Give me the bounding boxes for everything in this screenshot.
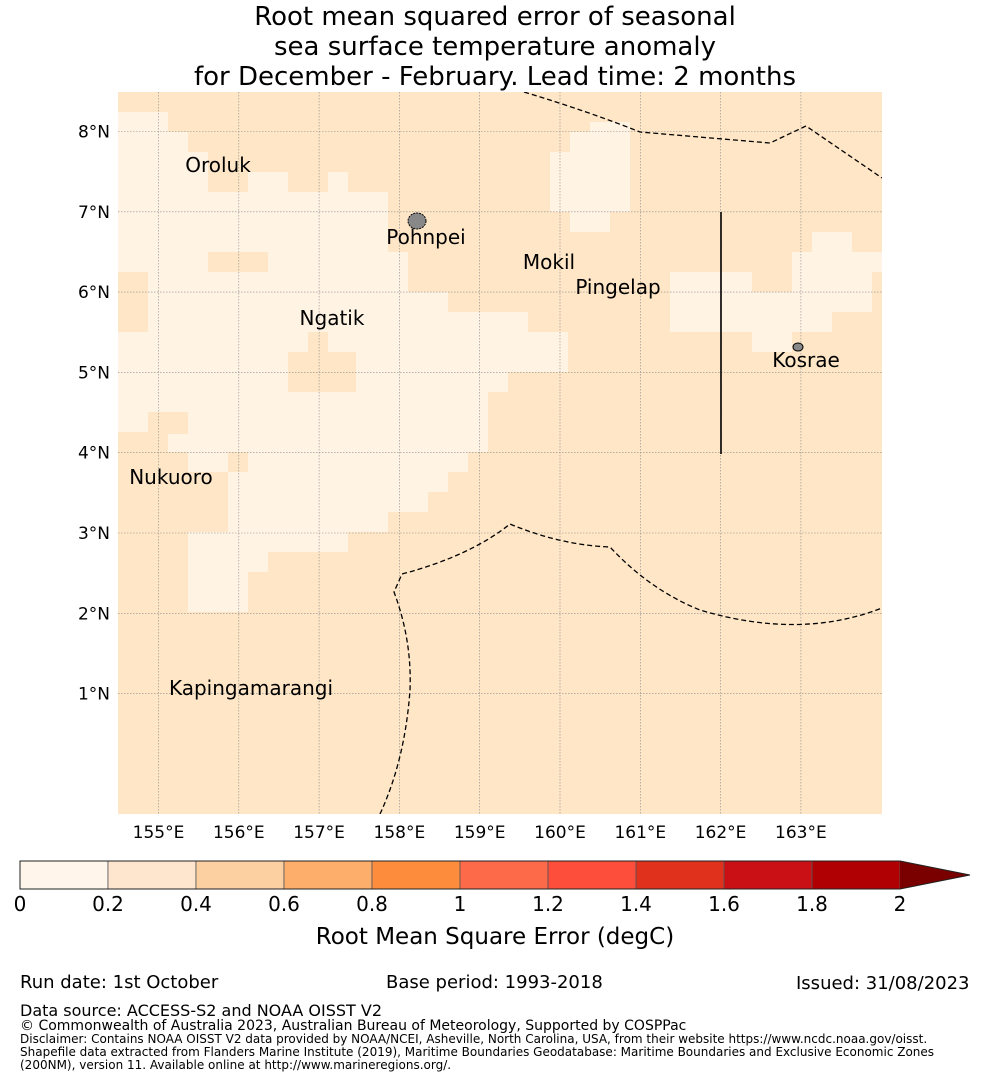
longitude-tick-labels: 155°E 156°E 157°E 158°E 159°E 160°E 161°E 162°E… xyxy=(133,823,827,843)
mid-error-patch xyxy=(118,612,128,634)
disclaimer-line-1: Disclaimer: Contains NOAA OISST V2 data … xyxy=(20,1032,928,1046)
lat-tick-label: 3°N xyxy=(78,524,110,544)
mid-error-patch xyxy=(118,272,148,332)
colorbar-tick-label: 0.4 xyxy=(180,892,212,916)
place-label: Pohnpei xyxy=(386,225,466,249)
place-label: Kapingamarangi xyxy=(169,676,333,700)
colorbar: 0 0.2 0.4 0.6 0.8 1 1.2 1.4 1.6 1.8 2 xyxy=(14,860,971,916)
colorbar-tick-label: 1.6 xyxy=(708,892,740,916)
place-label: Pingelap xyxy=(575,275,660,299)
mid-error-patches xyxy=(118,252,356,634)
title-line-3: for December - February. Lead time: 2 mo… xyxy=(193,62,796,92)
lat-tick-label: 2°N xyxy=(78,604,110,624)
title-line-1: Root mean squared error of seasonal xyxy=(254,2,736,32)
colorbar-segment xyxy=(107,860,197,890)
colorbar-label: Root Mean Square Error (degC) xyxy=(316,924,674,950)
place-labels: Oroluk Pohnpei Mokil Pingelap Ngatik Kos… xyxy=(129,153,840,700)
lat-tick-label: 1°N xyxy=(78,685,110,705)
eez-boundaries xyxy=(379,92,882,814)
mid-error-patch xyxy=(148,412,188,434)
pohnpei-island xyxy=(407,212,427,230)
mid-error-patch xyxy=(288,352,356,392)
base-period: Base period: 1993-2018 xyxy=(386,972,603,993)
lon-tick-label: 163°E xyxy=(775,823,827,843)
colorbar-tick-label: 1.2 xyxy=(532,892,564,916)
place-label: Ngatik xyxy=(300,306,365,330)
colorbar-segment xyxy=(811,860,901,890)
colorbar-segment xyxy=(547,860,637,890)
colorbar-segment xyxy=(195,860,285,890)
colorbar-segment xyxy=(371,860,461,890)
lat-tick-label: 5°N xyxy=(78,363,110,383)
disclaimer-line-2: Shapefile data extracted from Flanders M… xyxy=(20,1045,935,1059)
title-line-2: sea surface temperature anomaly xyxy=(274,32,716,62)
colorbar-segment xyxy=(459,860,549,890)
colorbar-tick-label: 1.4 xyxy=(620,892,652,916)
copyright: © Commonwealth of Australia 2023, Austra… xyxy=(20,1018,687,1034)
map-title: Root mean squared error of seasonal sea … xyxy=(0,2,990,92)
colorbar-segment xyxy=(283,860,373,890)
lon-tick-label: 162°E xyxy=(695,823,747,843)
place-label: Oroluk xyxy=(185,153,251,177)
eez-boundary-south xyxy=(379,523,882,814)
colorbar-tick-label: 1 xyxy=(454,892,467,916)
colorbar-extend-arrow xyxy=(900,861,970,889)
colorbar-segment xyxy=(635,860,725,890)
colorbar-tick-label: 0.6 xyxy=(268,892,300,916)
lat-tick-label: 7°N xyxy=(78,203,110,223)
run-date: Run date: 1st October xyxy=(20,972,219,993)
gridlines xyxy=(118,92,882,814)
islands xyxy=(407,212,804,352)
latitude-tick-labels: 8°N 7°N 6°N 5°N 4°N 3°N 2°N 1°N xyxy=(78,123,110,705)
mid-error-patch xyxy=(118,432,128,612)
mid-error-patch xyxy=(308,332,328,352)
lat-tick-label: 4°N xyxy=(78,444,110,464)
colorbar-tick-label: 0.2 xyxy=(92,892,124,916)
lat-tick-label: 6°N xyxy=(78,283,110,303)
issued-date: Issued: 31/08/2023 xyxy=(796,973,970,994)
colorbar-tick-label: 0 xyxy=(14,892,27,916)
place-label: Mokil xyxy=(523,250,575,274)
place-label: Nukuoro xyxy=(129,465,213,489)
lon-tick-label: 155°E xyxy=(133,823,185,843)
lon-tick-label: 156°E xyxy=(213,823,265,843)
mid-error-patch xyxy=(208,252,268,272)
lat-tick-label: 8°N xyxy=(78,123,110,143)
colorbar-tick-label: 1.8 xyxy=(796,892,828,916)
lon-tick-label: 159°E xyxy=(454,823,506,843)
colorbar-segment xyxy=(723,860,813,890)
eez-boundary-north xyxy=(523,92,882,179)
lon-tick-label: 161°E xyxy=(614,823,666,843)
data-source: Data source: ACCESS-S2 and NOAA OISST V2 xyxy=(20,1001,383,1020)
mid-error-patch xyxy=(228,452,248,472)
place-label: Kosrae xyxy=(772,348,840,372)
kosrae-island xyxy=(792,342,804,352)
lon-tick-label: 157°E xyxy=(293,823,345,843)
lon-tick-label: 158°E xyxy=(374,823,426,843)
colorbar-outline xyxy=(19,860,971,890)
colorbar-segment xyxy=(19,860,109,890)
lon-tick-label: 160°E xyxy=(534,823,586,843)
colorbar-tick-label: 2 xyxy=(894,892,907,916)
disclaimer-line-3: (200NM), version 11. Available online at… xyxy=(20,1058,452,1072)
low-error-region-north xyxy=(550,122,630,232)
colorbar-tick-label: 0.8 xyxy=(356,892,388,916)
